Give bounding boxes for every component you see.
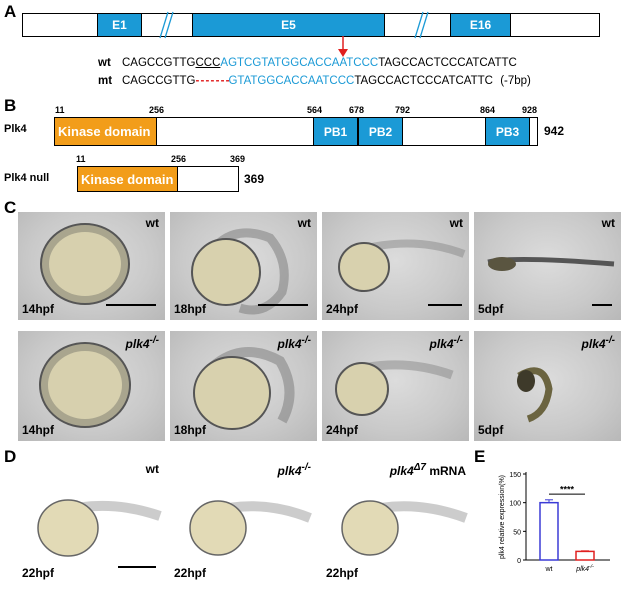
genotype-label: wt <box>601 216 615 230</box>
photo-mut-14hpf: plk4-/- 14hpf <box>18 331 165 441</box>
photo-d-mut: plk4-/- 22hpf <box>170 458 317 584</box>
pos-678: 678 <box>349 105 365 115</box>
stage-label: 14hpf <box>22 423 55 437</box>
scale-bar <box>118 566 156 568</box>
significance-stars: **** <box>560 484 575 494</box>
pos-564: 564 <box>307 105 323 115</box>
scale-bar <box>428 304 462 306</box>
plk4-length: 942 <box>544 124 565 138</box>
pos-928: 928 <box>522 105 538 115</box>
photo-mut-5dpf: plk4-/- 5dpf <box>474 331 621 441</box>
stage-label: 22hpf <box>326 566 359 580</box>
stage-label: 18hpf <box>174 423 207 437</box>
null-pos-369: 369 <box>230 154 246 164</box>
photo-mut-18hpf: plk4-/- 18hpf <box>170 331 317 441</box>
y-tick-label: 0 <box>517 558 521 565</box>
stage-label: 14hpf <box>22 302 55 316</box>
null-length: 369 <box>244 172 265 186</box>
stage-label: 22hpf <box>174 566 207 580</box>
kinase-domain: Kinase domain <box>54 117 157 146</box>
x-tick-label-mut: plk4-/- <box>575 564 594 573</box>
bar-1 <box>575 550 595 561</box>
null-kinase-domain: Kinase domain <box>77 166 178 192</box>
panel-label-c: C <box>4 198 17 217</box>
photo-wt-14hpf: wt 14hpf <box>18 212 165 320</box>
photo-wt-24hpf: wt 24hpf <box>322 212 469 320</box>
genotype-label: plk4-/- <box>581 335 615 351</box>
pos-11: 11 <box>55 105 65 115</box>
photo-mut-24hpf: plk4-/- 24hpf <box>322 331 469 441</box>
gene-breaks <box>159 11 429 57</box>
scale-bar <box>106 304 156 306</box>
wt-sequence: wt CAGCCGTTGCCCAGTCGTATGGCACCAATCCCTAGCCA… <box>98 57 517 69</box>
pb2-domain: PB2 <box>358 117 403 146</box>
genotype-label: plk4Δ7 mRNA <box>389 462 466 478</box>
panel-label-d: D <box>4 447 17 466</box>
genotype-label: wt <box>297 216 311 230</box>
genotype-label: wt <box>145 216 159 230</box>
mt-sequence: mt CAGCCGTTG- - - - - - -GTATGGCACCAATCCC… <box>98 75 531 87</box>
pb3-domain: PB3 <box>485 117 530 146</box>
bar-0 <box>539 501 559 561</box>
plk4-null-label: Plk4 null <box>4 172 50 184</box>
photo-wt-18hpf: wt 18hpf <box>170 212 317 320</box>
stage-label: 18hpf <box>174 302 207 316</box>
y-axis-label: plk4 relative expression(%) <box>499 475 506 559</box>
pos-864: 864 <box>480 105 496 115</box>
plk4-full-label: Plk4 <box>4 123 27 135</box>
exon-e5: E5 <box>192 13 385 37</box>
panel-label-a: A <box>4 2 17 21</box>
panel-label-b: B <box>4 96 17 115</box>
pb1-domain: PB1 <box>313 117 358 146</box>
photo-d-rescue: plk4Δ7 mRNA 22hpf <box>322 458 472 584</box>
y-tick-label: 50 <box>513 529 521 536</box>
scale-bar <box>592 304 612 306</box>
stage-label: 24hpf <box>326 302 359 316</box>
pos-792: 792 <box>395 105 411 115</box>
genotype-label: wt <box>449 216 463 230</box>
pos-256: 256 <box>149 105 165 115</box>
y-tick-label: 150 <box>509 472 521 479</box>
exon-e1: E1 <box>97 13 142 37</box>
photo-d-wt: wt 22hpf <box>18 458 165 584</box>
stage-label: 22hpf <box>22 566 55 580</box>
genotype-label: plk4-/- <box>277 462 311 478</box>
stage-label: 5dpf <box>478 423 504 437</box>
exon-e16: E16 <box>450 13 511 37</box>
photo-wt-5dpf: wt 5dpf <box>474 212 621 320</box>
stage-label: 5dpf <box>478 302 504 316</box>
x-tick-label-wt: wt <box>545 566 553 573</box>
null-pos-11: 11 <box>76 154 86 164</box>
genotype-label: plk4-/- <box>125 335 159 351</box>
genotype-label: plk4-/- <box>429 335 463 351</box>
genotype-label: plk4-/- <box>277 335 311 351</box>
genotype-label: wt <box>145 462 159 476</box>
stage-label: 24hpf <box>326 423 359 437</box>
y-tick-label: 100 <box>509 501 521 508</box>
scale-bar <box>258 304 308 306</box>
panel-label-e: E <box>474 447 486 466</box>
null-pos-256: 256 <box>171 154 187 164</box>
